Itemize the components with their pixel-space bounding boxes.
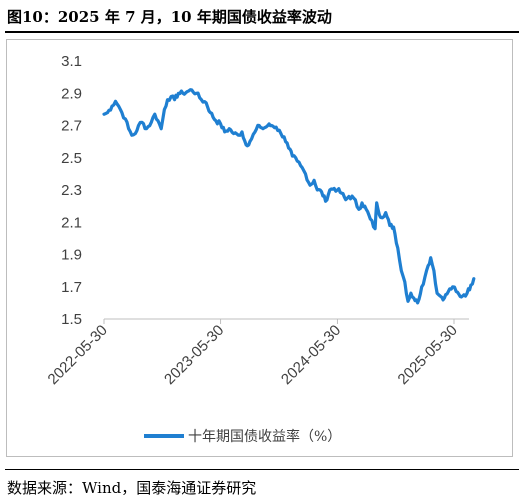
legend: 十年期国债收益率（%） [144, 428, 341, 445]
y-tick-label: 2.1 [61, 214, 82, 231]
y-tick-label: 2.5 [61, 150, 82, 167]
series-line [102, 88, 476, 305]
y-axis: 3.1 2.9 2.7 2.5 2.3 2.1 1.9 1.7 1.5 [61, 53, 82, 328]
y-tick-label: 1.9 [61, 247, 82, 264]
y-tick-label: 1.5 [61, 311, 82, 328]
title-rule [5, 31, 519, 33]
x-tick-label: 2022-05-30 [45, 322, 111, 388]
y-tick-label: 2.3 [61, 182, 82, 199]
source-rule [5, 469, 519, 470]
x-tick-label: 2023-05-30 [161, 322, 227, 388]
source-note: 数据来源：Wind，国泰海通证券研究 [7, 479, 257, 497]
y-tick-label: 3.1 [61, 53, 82, 70]
x-tick-label: 2024-05-30 [278, 322, 344, 388]
y-tick-label: 2.9 [61, 85, 82, 102]
x-axis: 2022-05-30 2023-05-30 2024-05-30 2025-05-30 [45, 319, 461, 388]
x-tick-label: 2025-05-30 [395, 322, 461, 388]
y-tick-label: 2.7 [61, 118, 82, 135]
legend-label: 十年期国债收益率（%） [188, 428, 341, 445]
chart-panel [6, 39, 513, 457]
chart-title: 图10：2025 年 7 月，10 年期国债收益率波动 [7, 8, 332, 26]
y-tick-label: 1.7 [61, 279, 82, 296]
